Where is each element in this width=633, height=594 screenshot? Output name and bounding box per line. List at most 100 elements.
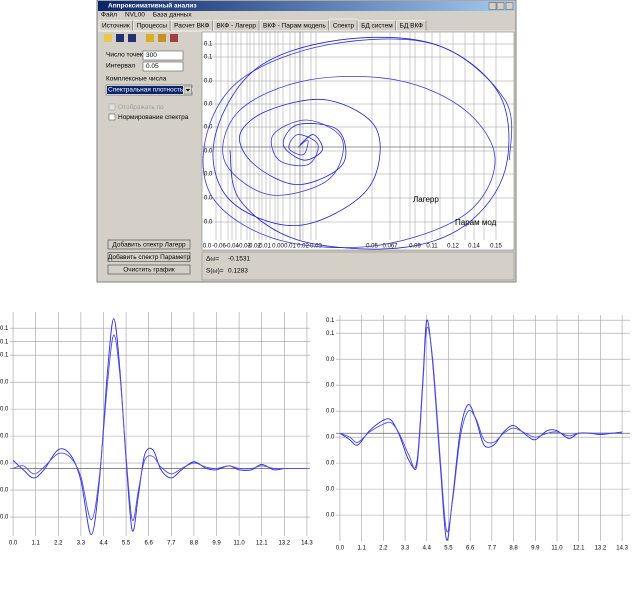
curve-label: Парам мод [455, 218, 497, 227]
y-tick-label: 0.0 [204, 79, 213, 85]
dropdown-value: Спектральная плотность мо [108, 87, 194, 94]
y-tick-label: 0.1 [204, 42, 213, 48]
y-tick-label: 0.0 [326, 357, 335, 363]
x-tick-label: -0.06 [212, 244, 226, 250]
status-panel [201, 251, 515, 281]
interval-input[interactable] [142, 61, 184, 72]
tool-icon[interactable] [146, 34, 154, 42]
close-button[interactable] [505, 2, 514, 10]
dropdown-selection [107, 86, 183, 94]
x-tick-label: 11.0 [233, 541, 245, 547]
y-tick-label: 0.0 [0, 380, 9, 386]
x-tick-label: 0.05 [366, 244, 378, 250]
button-label: Очистить график [123, 266, 175, 273]
line-series [339, 319, 623, 541]
y-tick-label: 0.0 [326, 513, 335, 519]
tab-label: БД систем [361, 23, 393, 30]
x-tick-label: 11.0 [551, 546, 563, 552]
x-tick-label: 0.067 [382, 244, 398, 250]
x-tick-label: 13.2 [278, 541, 290, 547]
tab-label: ВКФ - Лагерр [216, 23, 256, 30]
s-value: 0.1283 [228, 268, 248, 275]
open-icon[interactable] [104, 34, 112, 42]
s-label: S(ω)= [206, 268, 224, 275]
x-tick-label: 9.9 [212, 541, 221, 547]
x-tick-label: 4.4 [423, 546, 432, 552]
x-tick-label: 1.1 [32, 541, 41, 547]
spectrum-curve [212, 36, 510, 250]
title-bar [98, 1, 515, 11]
x-tick-label: 0.00 [272, 244, 284, 250]
tool-icon[interactable] [158, 34, 166, 42]
x-tick-label: 0.12 [447, 244, 459, 250]
x-tick-label: 2.2 [379, 546, 388, 552]
checkbox[interactable] [108, 113, 116, 121]
arrow-glyph [185, 89, 190, 92]
x-tick-label: 3.3 [401, 546, 410, 552]
y-tick-label: 0.0 [326, 409, 335, 415]
tool-icon[interactable] [170, 34, 178, 42]
x-tick-label: 0.11 [426, 244, 438, 250]
x-tick-label: 14.3 [616, 546, 628, 552]
x-tick-label: 12.1 [256, 541, 268, 547]
save-icon[interactable] [116, 34, 124, 42]
y-tick-label: 0.0 [0, 515, 9, 521]
x-tick-label: -0.01 [257, 244, 271, 250]
interval-label: Интервал [106, 63, 135, 70]
x-tick-label: 0.0 [9, 541, 18, 547]
minimize-button[interactable] [488, 2, 497, 10]
button[interactable] [107, 239, 191, 250]
button[interactable] [107, 252, 191, 262]
curve-label: Лагерр [413, 195, 439, 204]
x-tick-label: 7.7 [488, 546, 497, 552]
x-tick-label: 2.2 [54, 541, 63, 547]
y-tick-label: 0.0 [0, 461, 9, 467]
x-tick-label: 0.15 [490, 244, 502, 250]
x-tick-label: 8.8 [509, 546, 518, 552]
line-series [339, 326, 623, 533]
x-tick-label: 9.9 [531, 546, 540, 552]
y-tick-label: 0.0 [204, 172, 213, 178]
menu-item[interactable]: База данных [153, 12, 192, 19]
x-tick-label: 3.3 [77, 541, 86, 547]
x-tick-label: 6.6 [466, 546, 475, 552]
x-tick-label: 12.1 [573, 546, 585, 552]
line-series [12, 318, 307, 536]
points-input[interactable] [142, 50, 184, 61]
delta-label: Δω= [206, 256, 219, 263]
checkbox-label: Отображать по [118, 103, 164, 111]
y-tick-label: 0.1 [326, 331, 335, 337]
window-title: Аппроксимативный анализ [108, 2, 197, 10]
x-tick-label: 5.5 [444, 546, 453, 552]
x-tick-label: 0.0 [203, 244, 212, 250]
tab-label: Процессы [137, 23, 168, 30]
x-tick-label: 0.09 [409, 244, 421, 250]
x-tick-label: -0.03 [237, 244, 251, 250]
points-value: 300 [146, 52, 157, 59]
tab-label: Расчет ВКФ [174, 23, 209, 30]
x-tick-label: 1.1 [357, 546, 366, 552]
y-tick-label: 0.0 [0, 434, 9, 440]
y-tick-label: 0.0 [326, 487, 335, 493]
menu-item[interactable]: Файл [101, 11, 117, 19]
y-tick-label: 0.1 [0, 353, 9, 359]
complex-label: Комплексные числа [106, 76, 167, 83]
delta-value: -0.1531 [228, 256, 250, 263]
x-tick-label: 5.5 [122, 541, 131, 547]
points-label: Число точек [106, 52, 143, 59]
tab-label: БД ВКФ [400, 23, 423, 30]
maximize-button[interactable] [496, 2, 505, 10]
spectrum-curve [202, 38, 513, 248]
interval-value: 0.05 [146, 63, 159, 70]
button-label: Добавить спектр Параметр [108, 253, 191, 261]
y-tick-label: 0.0 [204, 220, 213, 226]
y-tick-label: 0.1 [326, 318, 335, 324]
menu-item[interactable]: NVL00 [125, 12, 145, 19]
button[interactable] [107, 264, 191, 275]
checkbox[interactable] [108, 103, 116, 111]
y-tick-label: 0.0 [0, 488, 9, 494]
tab-label: ВКФ - Парам модель [263, 23, 326, 30]
tab-label: Спектр [333, 23, 355, 30]
save-as-icon[interactable] [128, 34, 136, 42]
